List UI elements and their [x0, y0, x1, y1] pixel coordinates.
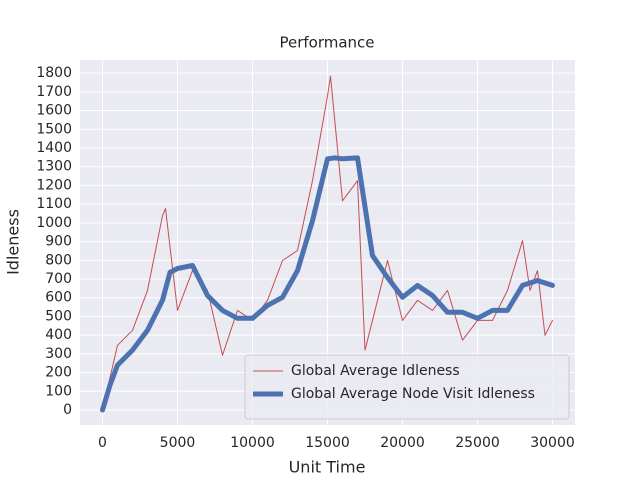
x-axis-label: Unit Time — [289, 458, 366, 477]
x-tick-label: 30000 — [530, 435, 575, 451]
legend-box — [244, 354, 570, 420]
x-tick-label: 25000 — [455, 435, 500, 451]
y-tick-label: 1300 — [36, 159, 72, 175]
legend-label: Global Average Node Visit Idleness — [291, 386, 535, 402]
x-tick-label: 15000 — [305, 435, 350, 451]
y-tick-label: 1100 — [36, 196, 72, 212]
x-tick-label: 10000 — [230, 435, 275, 451]
y-tick-label: 100 — [45, 383, 72, 399]
y-tick-label: 900 — [45, 234, 72, 250]
y-tick-label: 300 — [45, 346, 72, 362]
x-tick-label: 0 — [98, 435, 107, 451]
y-tick-label: 1000 — [36, 215, 72, 231]
y-tick-label: 1700 — [36, 84, 72, 100]
y-tick-label: 1500 — [36, 121, 72, 137]
y-tick-label: 200 — [45, 365, 72, 381]
y-tick-label: 700 — [45, 271, 72, 287]
y-axis-label: Idleness — [4, 209, 23, 275]
x-tick-label: 5000 — [160, 435, 196, 451]
y-tick-label: 0 — [63, 402, 72, 418]
y-tick-label: 1600 — [36, 103, 72, 119]
y-tick-label: 400 — [45, 327, 72, 343]
legend-label: Global Average Idleness — [291, 363, 460, 379]
y-tick-label: 1800 — [36, 65, 72, 81]
legend: Global Average Idleness Global Average No… — [244, 354, 570, 420]
y-tick-label: 600 — [45, 290, 72, 306]
y-tick-label: 800 — [45, 252, 72, 268]
x-tick-label: 20000 — [380, 435, 425, 451]
y-tick-label: 1400 — [36, 140, 72, 156]
chart-title: Performance — [279, 34, 374, 52]
line-series — [100, 155, 555, 413]
y-tick-label: 500 — [45, 308, 72, 324]
line-series — [102, 75, 553, 411]
y-tick-label: 1200 — [36, 177, 72, 193]
